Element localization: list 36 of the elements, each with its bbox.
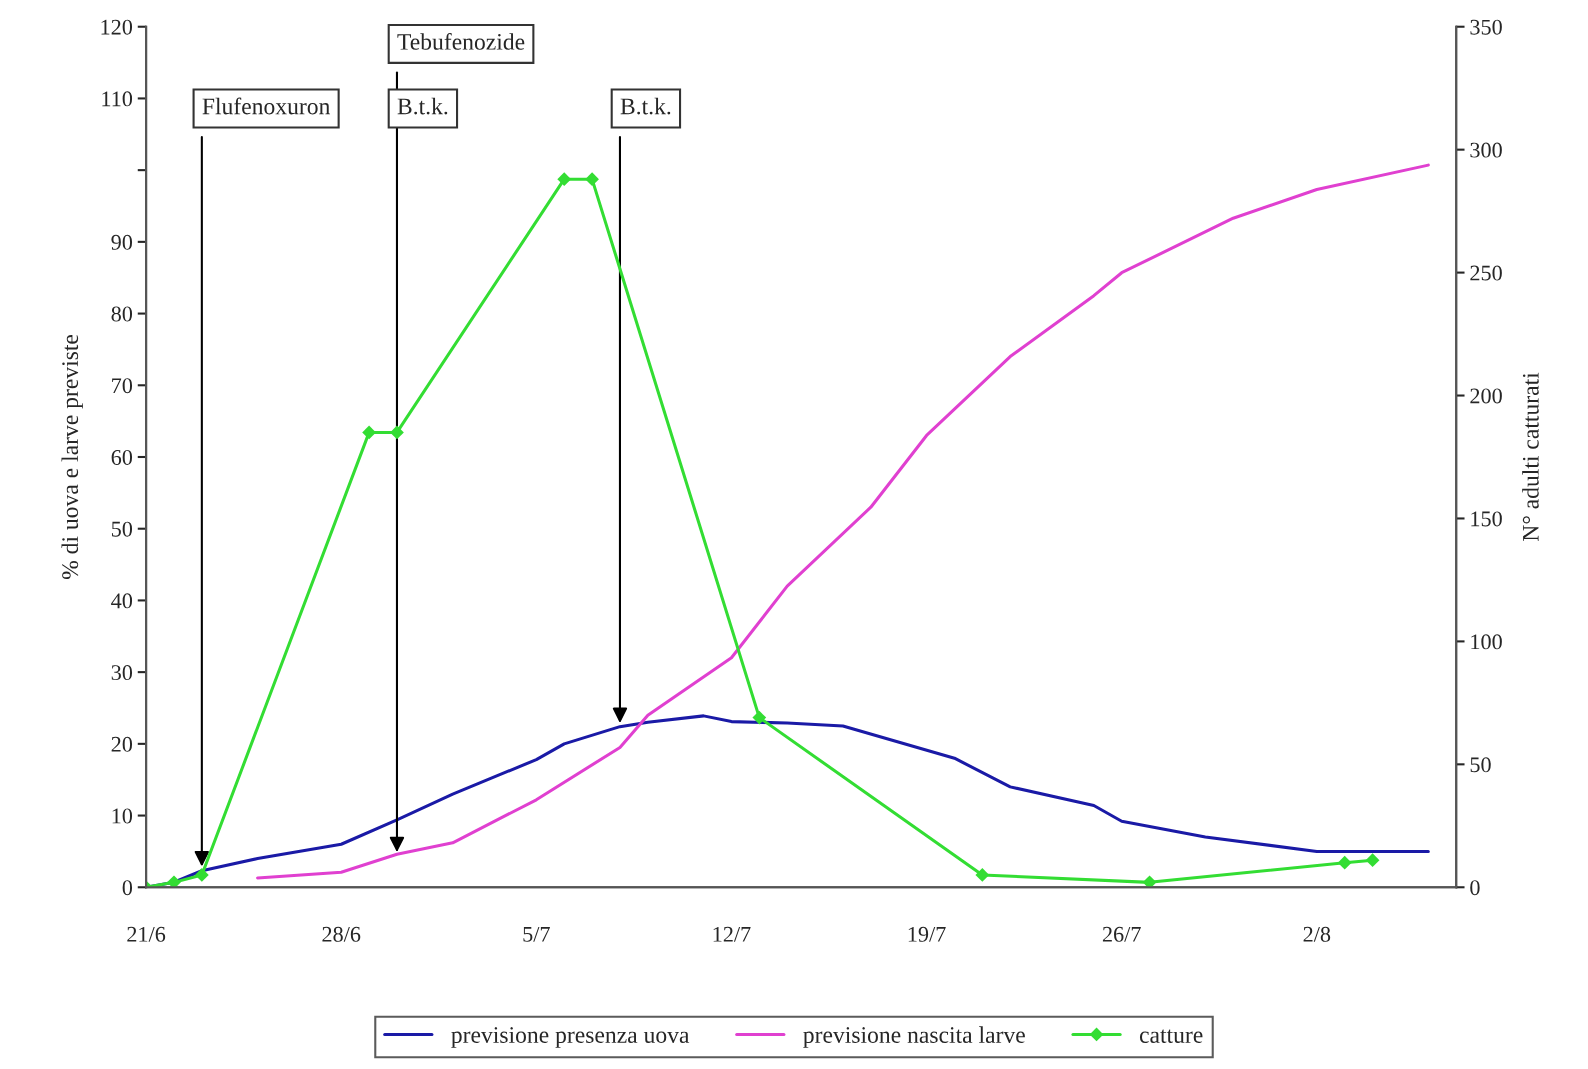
annotation: Flufenoxuron xyxy=(202,97,331,115)
x-tick-label: 19/7 xyxy=(908,926,946,942)
x-tick-label: 2/8 xyxy=(1303,926,1331,942)
x-tick-label: 5/7 xyxy=(523,926,550,942)
y2-tick-label: 50 xyxy=(1470,757,1491,773)
legend-label: previsione presenza uova xyxy=(451,1027,690,1048)
y-tick-label: 40 xyxy=(111,593,133,609)
y-tick-label: 110 xyxy=(102,91,133,107)
legend-label: previsione nascita larve xyxy=(803,1026,1025,1048)
y2-tick-label: 350 xyxy=(1470,19,1502,35)
x-tick-label: 21/6 xyxy=(127,926,166,942)
y2-axis-title: N° adulti catturati xyxy=(1522,372,1539,542)
y2-tick-label: 200 xyxy=(1470,388,1502,404)
annotation: B.t.k. xyxy=(397,97,448,115)
y-tick-label: 120 xyxy=(101,19,133,35)
y-axis-title: % di uova e larve previste xyxy=(61,334,83,580)
x-tick-label: 12/7 xyxy=(713,926,751,942)
y-tick-label: 90 xyxy=(111,234,133,250)
y-tick-label: 10 xyxy=(112,808,133,824)
y2-tick-label: 150 xyxy=(1471,511,1502,527)
y-tick-label: 60 xyxy=(111,449,133,465)
y-tick-label: 50 xyxy=(111,521,133,537)
x-tick-label: 26/7 xyxy=(1102,926,1141,942)
y-tick-label: 80 xyxy=(111,306,133,322)
y-tick-label: 0 xyxy=(122,880,133,896)
y2-tick-label: 250 xyxy=(1470,265,1502,281)
y-tick-label: 70 xyxy=(112,378,133,394)
legend-label: catture xyxy=(1139,1029,1203,1043)
y-tick-label: 20 xyxy=(111,736,133,752)
y2-tick-label: 100 xyxy=(1471,634,1502,650)
y2-tick-label: 0 xyxy=(1470,880,1480,896)
x-tick-label: 28/6 xyxy=(322,926,361,942)
annotation: Tebufenozide xyxy=(397,32,525,50)
annotation: B.t.k. xyxy=(620,97,671,115)
y2-tick-label: 300 xyxy=(1470,142,1502,158)
y-tick-label: 30 xyxy=(111,665,133,681)
